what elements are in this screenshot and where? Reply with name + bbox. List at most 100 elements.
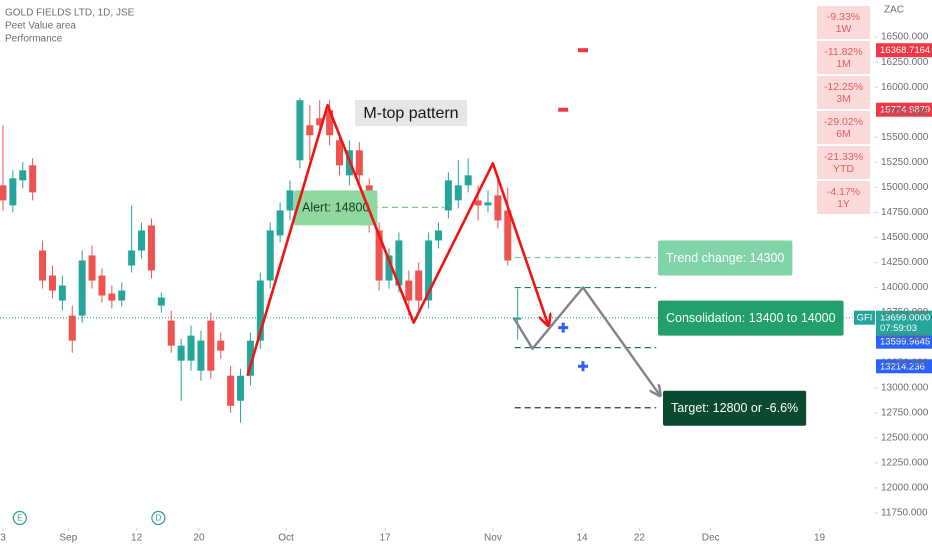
x-tick-label: 19	[814, 533, 826, 544]
x-tick-label: 20	[193, 533, 205, 544]
candle-body	[434, 230, 442, 241]
callout-box	[293, 190, 378, 226]
callout-text: Alert: 14800	[302, 201, 369, 215]
candle-body	[494, 195, 502, 221]
candle-body	[0, 185, 7, 201]
overlay: Alert: 14800 Trend change: 14300 Consolida…	[12, 6, 932, 526]
y-tick-label: 13500.000	[881, 332, 929, 343]
indicator-name: Performance	[5, 34, 63, 45]
candle-body	[246, 340, 254, 376]
candle-body	[217, 340, 225, 351]
performance-value: -21.33%	[824, 151, 863, 163]
y-tick-label: 15250.000	[881, 157, 929, 168]
marker-dash	[558, 107, 569, 112]
performance-period: 1M	[836, 58, 851, 70]
candle-body	[138, 230, 146, 251]
y-tick-label: 16000.000	[881, 82, 929, 93]
y-tick-label: 13250.000	[881, 357, 929, 368]
last-price-tag	[876, 310, 932, 336]
candle-body	[157, 297, 165, 306]
trend-drawing	[512, 286, 661, 396]
candle-body	[197, 340, 205, 371]
candle-body	[464, 175, 472, 186]
performance-cell	[817, 146, 870, 179]
candle-body	[58, 285, 66, 301]
indicator-name: Peet Value area	[5, 21, 76, 32]
candle-body	[425, 240, 433, 301]
y-tick-label: 14500.000	[881, 232, 929, 243]
performance-period: 1W	[836, 23, 852, 35]
price-tag	[876, 359, 932, 374]
event-label: E	[17, 514, 22, 523]
candle-body	[88, 255, 96, 281]
countdown: 07:59:03	[880, 323, 917, 334]
chart-title: GOLD FIELDS LTD, 1D, JSE	[5, 8, 135, 19]
candle-body	[78, 260, 86, 316]
y-tick-label: 15750.000	[881, 107, 929, 118]
performance-cell	[817, 6, 870, 39]
candle-body	[336, 140, 344, 166]
x-tick-label: Sep	[59, 533, 77, 544]
candle-body	[316, 118, 324, 126]
performance-cell	[817, 41, 870, 74]
candle-body	[98, 275, 106, 296]
last-price-label: 13699.0000	[880, 313, 930, 324]
performance-value: -9.33%	[827, 11, 860, 23]
marker-plus	[561, 322, 565, 333]
y-tick-label: 12500.000	[881, 432, 929, 443]
x-tick-label: 12	[131, 533, 143, 544]
candle-body	[207, 320, 215, 371]
performance-period: 1Y	[837, 198, 850, 210]
candle-body	[444, 180, 452, 211]
candle-body	[256, 280, 264, 341]
pattern-label-box	[355, 100, 467, 126]
price-tag-label: 16368.7164	[880, 45, 930, 56]
plot-area	[0, 36, 878, 531]
candle-body	[147, 225, 155, 271]
price-tag-label: 13214.236	[880, 361, 925, 372]
candle-body	[167, 320, 175, 346]
pattern-label: M-top pattern	[363, 105, 458, 122]
candle-body	[504, 210, 512, 261]
marker-plus	[581, 361, 585, 372]
price-tag-label: 15774.9879	[880, 105, 930, 116]
y-tick-label: 11750.000	[881, 508, 928, 519]
x-tick-label: Oct	[278, 533, 294, 544]
performance-cell	[817, 111, 870, 144]
event-icon	[12, 510, 27, 526]
y-tick-label: 16500.000	[881, 32, 929, 43]
trend-drawing	[246, 103, 549, 377]
candle-body	[355, 150, 363, 176]
x-tick-label: 22	[634, 533, 646, 544]
performance-cell	[817, 181, 870, 214]
candle-body	[108, 293, 116, 301]
event-label: D	[155, 514, 161, 523]
candle-body	[29, 165, 37, 193]
price-tag-label: 13599.9645	[880, 337, 930, 348]
callout-text: Trend change: 14300	[666, 251, 784, 265]
candle-body	[227, 375, 235, 406]
candle-body	[454, 185, 462, 201]
x-tick-label: 3	[0, 533, 6, 544]
candle-body	[286, 190, 294, 211]
candle-body	[474, 200, 482, 206]
candle-body	[187, 335, 195, 361]
candle-body	[48, 275, 56, 291]
y-tick-label: 16250.000	[881, 57, 929, 68]
candle-body	[375, 230, 383, 281]
x-tick-label: 14	[576, 533, 588, 544]
performance-cell	[817, 76, 870, 109]
y-tick-label: 15500.000	[881, 132, 929, 143]
event-icon	[151, 510, 166, 526]
y-tick-label: 12000.000	[881, 483, 929, 494]
y-tick-label: 14000.000	[881, 282, 929, 293]
x-tick-label: Nov	[484, 533, 502, 544]
candle-body	[39, 250, 47, 281]
performance-period: YTD	[833, 163, 854, 175]
symbol-label: GFI	[857, 313, 873, 324]
currency: ZAC	[884, 5, 904, 16]
candle-body	[266, 230, 274, 281]
performance-period: 3M	[836, 93, 851, 105]
